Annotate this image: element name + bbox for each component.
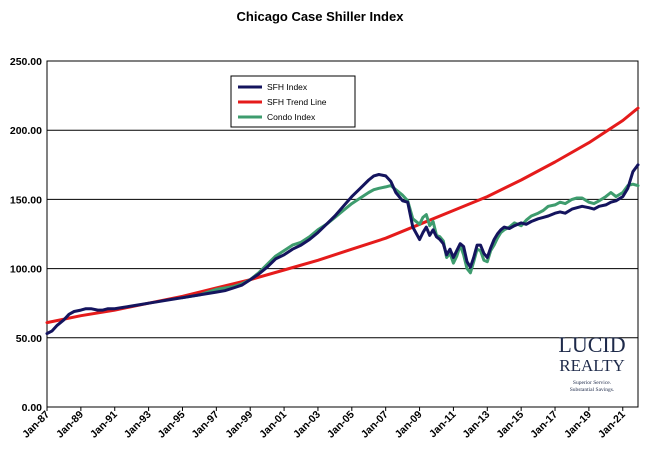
x-tick-label: Jan-11 (427, 409, 459, 441)
x-axis: Jan-87 Jan-89 Jan-91 Jan-93 Jan-95 Jan-97 Jan-… (20, 407, 628, 441)
y-tick-label: 200.00 (10, 125, 42, 137)
lucid-realty-logo: LUCID REALTY Superior Service. Substanti… (558, 332, 625, 393)
y-tick-label: 100.00 (10, 264, 42, 276)
y-axis: 0.00 50.00 100.00 150.00 200.00 250.00 (10, 56, 42, 414)
x-tick-label: Jan-03 (291, 409, 323, 441)
brand-tagline-1: Superior Service. (573, 380, 612, 386)
x-tick-label: Jan-15 (494, 409, 526, 441)
series-lines (45, 106, 640, 336)
x-tick-label: Jan-95 (156, 409, 188, 441)
x-tick-label: Jan-07 (359, 409, 391, 441)
y-tick-label: 250.00 (10, 56, 42, 68)
y-tick-label: 150.00 (10, 194, 42, 206)
series-line-sfh-index (45, 163, 640, 336)
plot-area (46, 60, 639, 408)
brand-name-line1: LUCID (558, 332, 625, 357)
x-tick-label: Jan-89 (54, 409, 86, 441)
x-tick-label: Jan-93 (122, 409, 154, 441)
y-tick-label: 50.00 (16, 333, 42, 345)
x-tick-label: Jan-09 (393, 409, 425, 441)
x-tick-label: Jan-01 (257, 409, 289, 441)
y-tick-label: 0.00 (22, 402, 43, 414)
brand-tagline-2: Substantial Savings. (570, 387, 615, 393)
legend-label: Condo Index (267, 112, 316, 122)
x-tick-label: Jan-97 (189, 409, 221, 441)
legend-label: SFH Trend Line (267, 97, 327, 107)
legend: SFH Index SFH Trend Line Condo Index (230, 75, 356, 128)
x-tick-label: Jan-13 (460, 409, 492, 441)
brand-name-line2: REALTY (559, 356, 625, 375)
legend-label: SFH Index (267, 82, 308, 92)
series-line-condo-index (181, 182, 640, 300)
x-tick-label: Jan-05 (325, 409, 357, 441)
x-tick-label: Jan-17 (528, 409, 560, 441)
x-tick-label: Jan-19 (562, 409, 594, 441)
chart-title: Chicago Case Shiller Index (237, 9, 405, 24)
x-tick-label: Jan-91 (88, 409, 120, 441)
x-tick-label: Jan-99 (223, 409, 255, 441)
x-tick-label: Jan-21 (596, 409, 628, 441)
